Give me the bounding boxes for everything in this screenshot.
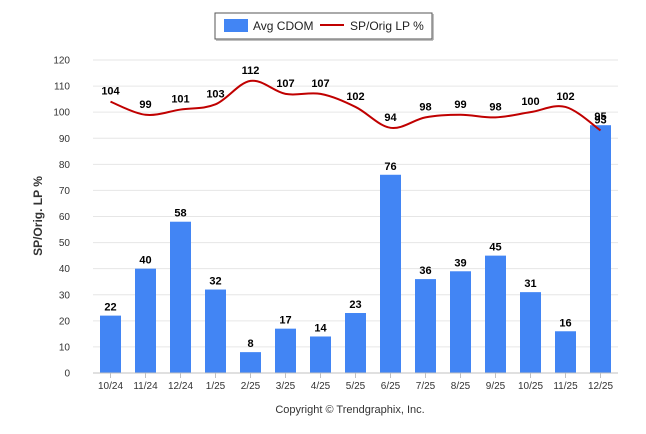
bar-data-label: 16 <box>559 317 571 329</box>
bar <box>485 255 506 373</box>
line-data-label: 100 <box>521 96 539 108</box>
y-tick-label: 60 <box>59 212 71 223</box>
line-series: 104 99 101 103 112 107 107 102 94 98 99 98 100 102 93 <box>101 65 607 132</box>
bar-data-label: 31 <box>524 278 536 290</box>
y-tick-label: 50 <box>59 238 71 249</box>
y-tick-label: 10 <box>59 342 71 353</box>
y-tick-label: 30 <box>59 290 71 301</box>
bar-data-label: 8 <box>247 338 253 350</box>
line-data-label: 103 <box>206 88 224 100</box>
bar-data-label: 32 <box>209 276 221 288</box>
x-tick-label: 9/25 <box>486 381 506 392</box>
y-tick-label: 80 <box>59 160 71 171</box>
bar-data-label: 40 <box>139 255 151 267</box>
y-tick-label: 40 <box>59 264 71 275</box>
legend-swatch-avg-cdom <box>224 19 248 32</box>
line-data-label: 93 <box>594 114 606 126</box>
bar-data-label: 76 <box>384 161 396 173</box>
line-data-label: 98 <box>489 101 501 113</box>
bar-data-label: 14 <box>314 322 327 334</box>
bar <box>170 221 191 373</box>
y-tick-label: 110 <box>54 82 70 93</box>
line-data-label: 102 <box>556 91 574 103</box>
y-tick-label: 20 <box>59 316 71 327</box>
y-tick-label: 100 <box>53 108 70 119</box>
line-data-label: 101 <box>171 94 189 106</box>
x-tick-label: 3/25 <box>276 381 296 392</box>
bar <box>380 174 401 373</box>
bar-data-label: 39 <box>454 257 466 269</box>
bar-series: 22 40 58 32 8 17 14 23 76 36 39 45 31 16 95 <box>100 111 611 373</box>
bar <box>310 336 331 373</box>
bar <box>135 268 156 373</box>
x-tick-label: 4/25 <box>311 381 331 392</box>
x-tick-label: 5/25 <box>346 381 366 392</box>
line-data-label: 112 <box>242 65 260 77</box>
line-data-label: 107 <box>311 78 329 90</box>
bar <box>205 289 226 373</box>
y-tick-label: 0 <box>64 369 70 380</box>
x-tick-label: 11/25 <box>553 381 578 392</box>
line-data-label: 98 <box>419 101 431 113</box>
x-tick-label: 12/24 <box>168 381 193 392</box>
legend: Avg CDOM SP/Orig LP % <box>214 12 434 41</box>
bar <box>555 331 576 373</box>
x-tick-label: 8/25 <box>451 381 471 392</box>
line-data-label: 104 <box>101 86 120 98</box>
bar-data-label: 36 <box>419 265 431 277</box>
y-tick-label: 120 <box>53 56 70 67</box>
x-tick-label: 7/25 <box>416 381 436 392</box>
bar-data-label: 58 <box>174 208 186 220</box>
x-tick-label: 12/25 <box>588 381 613 392</box>
x-tick-label: 11/24 <box>133 381 158 392</box>
legend-label-avg-cdom: Avg CDOM <box>253 19 313 33</box>
bar <box>240 352 261 373</box>
bar-data-label: 23 <box>349 299 361 311</box>
y-tick-label: 90 <box>59 134 71 145</box>
bar-data-label: 45 <box>489 242 501 254</box>
x-tick-label: 2/25 <box>241 381 261 392</box>
legend-label-sp-orig-lp: SP/Orig LP % <box>350 19 424 33</box>
line-data-label: 107 <box>276 78 294 90</box>
bar <box>450 271 471 373</box>
line-data-label: 94 <box>384 112 397 124</box>
bar-data-label: 95 <box>594 111 606 123</box>
x-tick-label: 1/25 <box>206 381 226 392</box>
bar <box>275 328 296 373</box>
y-tick-label: 70 <box>59 186 71 197</box>
bar-data-label: 17 <box>279 315 291 327</box>
bar <box>415 279 436 373</box>
bar <box>345 313 366 373</box>
line-data-label: 99 <box>454 99 466 111</box>
bar <box>520 292 541 373</box>
bar <box>590 125 611 373</box>
line-data-label: 99 <box>139 99 151 111</box>
y-axis-label: SP/Orig. LP % <box>31 176 45 256</box>
bar <box>100 315 121 373</box>
x-tick-label: 6/25 <box>381 381 401 392</box>
x-tick-label: 10/24 <box>98 381 123 392</box>
copyright-footer: Copyright © Trendgraphix, Inc. <box>275 404 424 416</box>
line-data-label: 102 <box>346 91 364 103</box>
bar-data-label: 22 <box>104 302 116 314</box>
axes: 0 10 20 30 40 50 60 70 80 90 100 110 120 10/24 11/24 12… <box>53 56 618 392</box>
x-tick-label: 10/25 <box>518 381 543 392</box>
